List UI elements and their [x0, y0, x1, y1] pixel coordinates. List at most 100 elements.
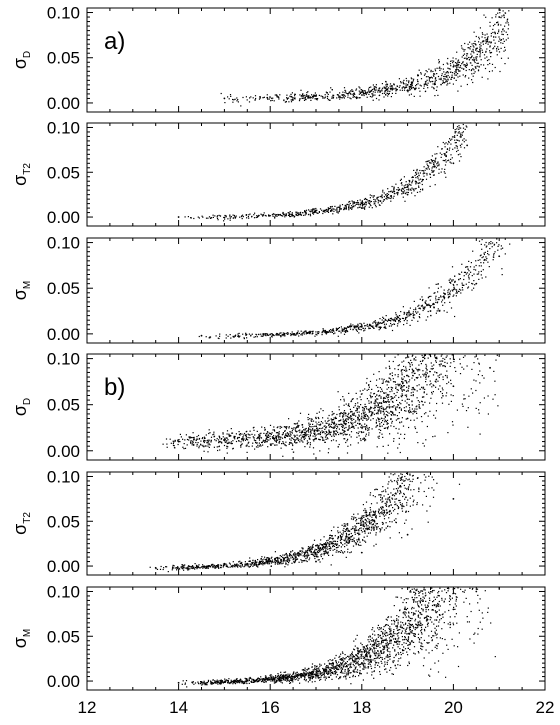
data-point — [337, 546, 339, 548]
data-point — [444, 153, 446, 155]
data-point — [359, 97, 361, 99]
data-point — [500, 24, 502, 26]
data-point — [418, 407, 420, 409]
data-point — [249, 97, 251, 99]
data-point — [301, 97, 303, 99]
data-point — [390, 89, 392, 91]
data-point — [332, 439, 335, 441]
data-point — [389, 85, 391, 87]
data-point — [432, 70, 434, 73]
data-point — [248, 333, 250, 335]
data-point — [424, 388, 426, 390]
data-point — [219, 437, 221, 439]
data-point — [437, 287, 439, 289]
data-point — [448, 76, 451, 78]
data-point — [358, 97, 360, 99]
data-point — [483, 252, 485, 254]
data-point — [411, 368, 413, 370]
data-point — [368, 384, 370, 386]
data-point — [458, 483, 461, 485]
data-point — [421, 400, 423, 402]
data-point — [345, 327, 347, 329]
data-point — [298, 430, 300, 432]
data-point — [381, 402, 383, 405]
data-point — [327, 548, 329, 550]
data-point — [277, 96, 280, 98]
data-point — [206, 566, 209, 568]
data-point — [364, 411, 366, 413]
data-point — [338, 428, 340, 430]
data-point — [309, 96, 311, 98]
data-point — [380, 326, 382, 328]
data-point — [390, 410, 392, 412]
data-point — [435, 361, 437, 363]
data-point — [253, 562, 255, 564]
data-point — [479, 46, 481, 48]
data-point — [434, 354, 436, 356]
data-point — [212, 563, 214, 565]
data-point — [385, 392, 387, 394]
data-point — [288, 214, 290, 216]
data-point — [493, 370, 495, 372]
data-point — [253, 564, 255, 566]
data-point — [456, 145, 458, 147]
data-point — [410, 85, 412, 87]
data-point — [333, 423, 335, 425]
data-point — [358, 532, 360, 534]
data-point — [385, 380, 388, 382]
data-point — [444, 78, 446, 80]
data-point — [457, 76, 459, 78]
data-point — [173, 441, 175, 443]
trend-point — [498, 16, 501, 18]
data-point — [442, 80, 444, 82]
data-point — [348, 206, 350, 208]
data-point — [234, 436, 236, 438]
data-point — [284, 437, 286, 439]
data-point — [284, 101, 286, 103]
data-point — [370, 200, 372, 203]
data-point — [443, 298, 445, 300]
data-point — [353, 202, 355, 204]
data-point — [294, 334, 296, 336]
data-point — [432, 166, 434, 168]
data-point — [418, 87, 420, 89]
data-point — [441, 387, 443, 389]
data-point — [442, 141, 444, 144]
data-point — [408, 311, 410, 313]
data-point — [172, 442, 174, 445]
data-point — [166, 446, 168, 448]
data-point — [358, 422, 361, 425]
data-point — [282, 442, 285, 444]
data-point — [241, 443, 243, 445]
data-point — [213, 446, 215, 448]
data-point — [397, 315, 399, 317]
data-point — [363, 203, 366, 205]
data-point — [235, 334, 237, 336]
data-point — [501, 33, 503, 35]
data-point — [403, 360, 405, 362]
data-point — [397, 404, 399, 406]
data-point — [492, 242, 494, 244]
data-point — [386, 384, 388, 386]
data-point — [337, 536, 339, 538]
data-point — [445, 79, 447, 81]
data-point — [359, 87, 361, 89]
data-point — [398, 507, 400, 509]
data-point — [388, 365, 390, 367]
data-point — [291, 92, 293, 94]
trend-point — [475, 282, 478, 285]
data-point — [446, 62, 448, 64]
data-point — [324, 550, 326, 552]
data-point — [232, 447, 234, 449]
data-point — [402, 306, 404, 308]
data-point — [482, 51, 484, 53]
data-point — [424, 301, 426, 303]
data-point — [454, 139, 456, 141]
data-point — [475, 269, 477, 271]
data-point — [230, 428, 232, 430]
data-point — [244, 561, 246, 563]
data-point — [357, 532, 359, 534]
data-point — [362, 419, 364, 421]
data-point — [464, 128, 466, 130]
data-point — [284, 435, 286, 437]
